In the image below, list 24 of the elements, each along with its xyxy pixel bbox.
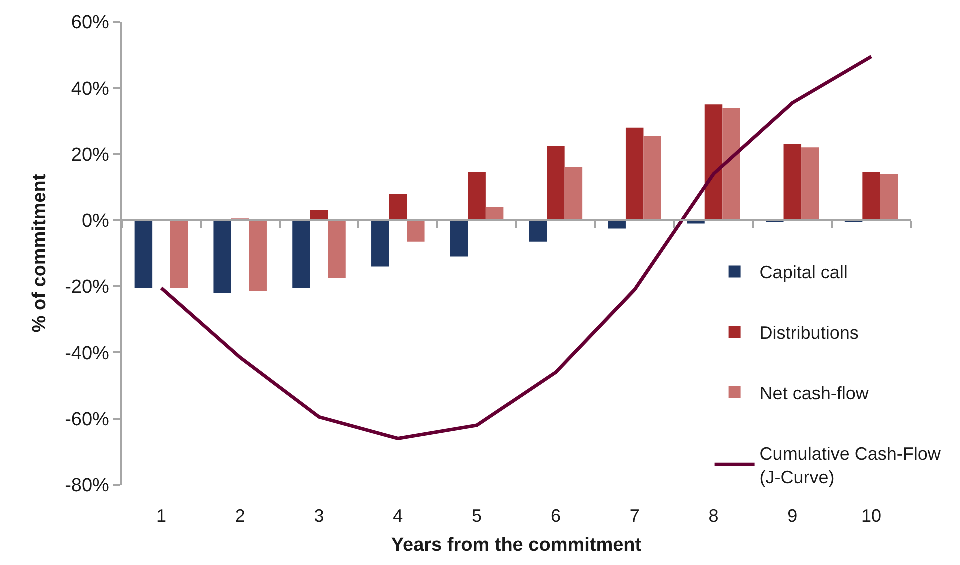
x-tick-label: 1 [156,506,166,526]
y-tick-label: 60% [71,12,110,34]
x-tick-label: 10 [862,506,882,526]
y-tick-label: 20% [71,144,110,166]
y-tick-label: 40% [71,78,110,100]
legend-label: Distributions [760,323,859,344]
x-tick-label: 6 [550,506,561,526]
x-tick-label: 4 [393,506,404,526]
legend-label: Cumulative Cash-Flow (J-Curve) [760,444,942,488]
y-axis-title: % of commitment [29,174,50,333]
legend-label: Capital call [760,262,848,283]
y-tick-label: -20% [65,277,110,298]
x-tick-label: 3 [314,506,324,526]
x-tick-label: 7 [630,506,640,526]
x-tick-label: 5 [472,506,482,526]
x-tick-label: 8 [708,506,719,526]
x-axis-title: Years from the commitment [391,535,642,556]
y-tick-label: -60% [65,410,110,431]
y-tick-label: -80% [65,476,110,497]
x-tick-label: 9 [788,506,798,526]
y-tick-label: 0% [82,211,110,232]
legend-label: Net cash-flow [760,384,870,404]
y-tick-label: -40% [65,343,110,364]
x-tick-label: 2 [235,506,246,526]
